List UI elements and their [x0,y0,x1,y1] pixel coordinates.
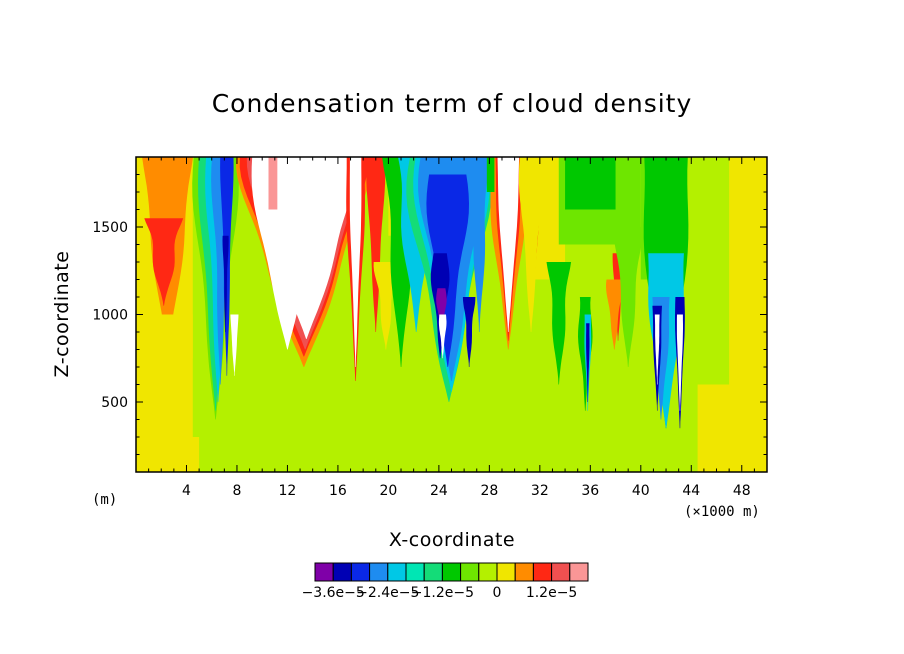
colorbar-tick-label: 0 [493,585,502,601]
x-tick-label: 16 [329,483,347,499]
field-lime-right [691,157,730,385]
col-35-navy [586,323,590,402]
pos-28-green [486,157,495,192]
x-tick-label: 8 [232,483,241,499]
pos-31-yellow [518,157,544,332]
col-41-white [654,314,660,385]
colorbar-swatch [514,562,534,582]
neg-27-sky [468,157,491,332]
x-unit-right: (×1000 m) [684,504,760,520]
plume-big-white3 [277,157,313,245]
colorbar-swatch [478,562,498,582]
plume-17-white [349,157,362,367]
x-tick-label: 44 [682,483,700,499]
x-tick-label: 24 [430,483,448,499]
colorbar-swatch [423,562,443,582]
col-38-orange [606,279,623,350]
x-tick-label: 36 [581,483,599,499]
x-tick-label: 20 [379,483,397,499]
colorbar-tick-label: −1.2e−5 [411,585,474,601]
y-tick-label: 1000 [92,308,128,324]
x-axis: 4 8 12 16 20 24 28 32 36 40 44 48 [148,157,755,499]
field-yellow-bottom-left [136,437,200,472]
colorbar-tick-label: −3.6e−5 [302,585,365,601]
colorbar-swatch [441,562,462,582]
colorbar-tick-label: −2.4e−5 [356,585,419,601]
plume-19-red [366,157,386,332]
colorbar-swatch [369,562,389,582]
colorbar-swatch [387,562,407,582]
y-tick-label: 500 [101,395,128,411]
col-5-white [230,314,239,376]
field-green-top2 [565,157,616,210]
col-5-navy [222,235,229,332]
x-axis-label: X-coordinate [389,529,515,551]
colorbar-swatch [460,562,480,582]
colorbar-swatch [332,562,352,582]
x-unit-left: (m) [92,492,117,508]
colorbar-swatch [496,562,516,582]
colorbar-swatch [405,562,425,582]
colorbar-swatch [532,562,553,582]
x-tick-label: 28 [480,483,498,499]
x-tick-label: 48 [733,483,751,499]
colorbar-tick-label: 1.2e−5 [526,585,578,601]
pos-29-white [497,157,520,332]
x-tick-label: 32 [531,483,549,499]
col-33-green [546,262,572,385]
neg-26-navy [462,297,476,367]
blob-red-left [144,218,184,306]
y-axis: 500 1000 1500 [92,174,767,455]
neg-24-white [438,314,447,359]
y-tick-label: 1500 [92,220,128,236]
blob-yellow-left-low [142,314,193,359]
col-39-lgreen [613,227,644,367]
x-tick-label: 40 [632,483,650,499]
colorbar: −3.6e−5−2.4e−5−1.2e−5 0 1.2e−5 [302,562,589,601]
x-tick-label: 12 [279,483,297,499]
colorbar-swatch [314,562,334,582]
y-axis-label: Z-coordinate [51,251,73,378]
col-43-white [676,314,683,411]
chart-title: Condensation term of cloud density [212,89,693,118]
colorbar-swatch [350,562,371,582]
x-tick-label: 4 [182,483,191,499]
colorbar-swatch [551,562,571,582]
colorbar-swatch [569,562,589,582]
plot-area [136,157,767,472]
